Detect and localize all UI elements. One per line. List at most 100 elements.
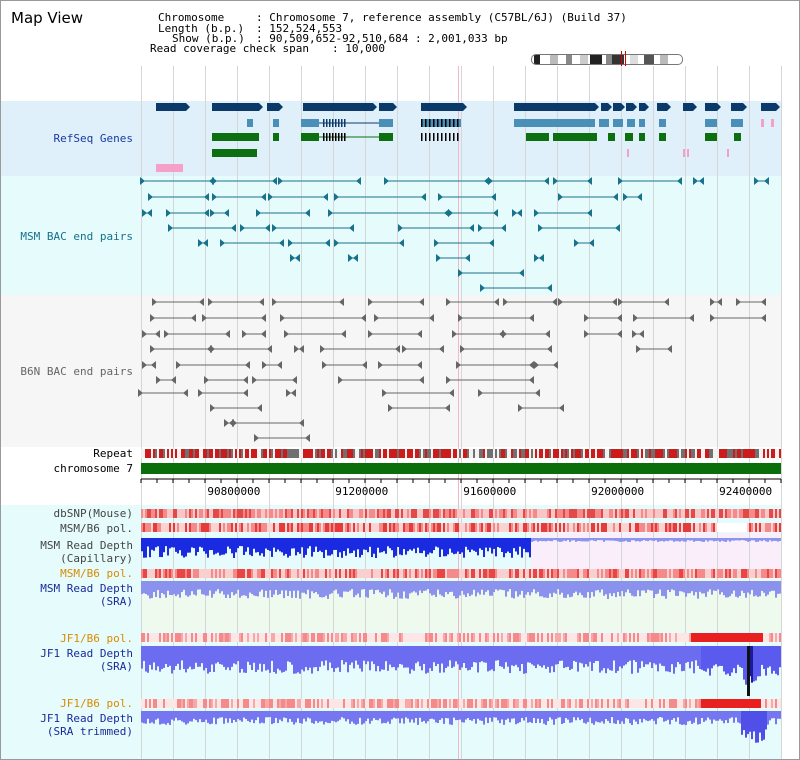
ideogram-position-marker[interactable] (621, 51, 626, 66)
read-depth-bar (191, 581, 193, 592)
read-depth-bar (709, 538, 711, 541)
read-depth-bar (165, 581, 167, 598)
read-depth-bar (679, 711, 681, 725)
read-depth-bar (713, 581, 715, 591)
repeat-element (367, 449, 369, 458)
read-depth-bar (441, 581, 443, 596)
read-depth-bar (763, 711, 765, 740)
polymorphism-cell (559, 523, 561, 532)
repeat-element (183, 449, 185, 458)
polymorphism-cell (181, 509, 183, 518)
repeat-element (679, 449, 681, 458)
polymorphism-cell (281, 523, 283, 532)
polymorphism-cell (221, 509, 223, 518)
polymorphism-cell (653, 569, 655, 578)
polymorphism-cell (377, 699, 379, 708)
read-depth-bar (639, 646, 641, 669)
read-depth-bar (569, 711, 571, 723)
polymorphism-cell (191, 633, 193, 642)
jf1-b6-pol-trim-label[interactable]: JF1/B6 pol. (60, 697, 133, 710)
polymorphism-cell (607, 633, 609, 642)
chromosome-ideogram[interactable] (531, 54, 683, 65)
polymorphism-cell (603, 633, 605, 642)
dbsnp-label[interactable]: dbSNP(Mouse) (53, 507, 133, 520)
polymorphism-cell (347, 509, 349, 518)
read-depth-bar (405, 538, 407, 555)
polymorphism-cell (609, 633, 611, 642)
refseq-genes-label[interactable]: RefSeq Genes (53, 132, 133, 145)
b6n-bac-end-pairs-label[interactable]: B6N BAC end pairs (20, 365, 133, 378)
polymorphism-cell (247, 699, 249, 708)
read-depth-bar (737, 711, 739, 723)
read-depth-bar (573, 538, 575, 541)
msm-bac-end-pairs-label[interactable]: MSM BAC end pairs (20, 230, 133, 243)
read-depth-bar (541, 646, 543, 668)
jf1-read-depth-trim-label[interactable]: JF1 Read Depth (40, 712, 133, 725)
polymorphism-cell (507, 523, 509, 532)
repeat-element (521, 449, 523, 458)
bac-end-arrow (199, 298, 204, 306)
msm-read-depth-sra-label[interactable]: MSM Read Depth (40, 582, 133, 595)
repeat-element (435, 449, 437, 458)
msm-read-depth-capillary-label[interactable]: MSM Read Depth (40, 539, 133, 552)
read-depth-bar (213, 711, 215, 718)
read-depth-bar (549, 538, 551, 541)
repeat-label[interactable]: Repeat (93, 447, 133, 460)
polymorphism-cell (505, 699, 507, 708)
polymorphism-cell (503, 509, 505, 518)
polymorphism-cell (585, 523, 587, 532)
polymorphism-cell (601, 569, 603, 578)
polymorphism-cell (329, 569, 331, 578)
bac-end-arrow (198, 239, 203, 247)
read-depth-bar (691, 581, 693, 592)
read-depth-bar (741, 538, 743, 541)
read-depth-bar (225, 538, 227, 554)
jf1-b6-pol-label[interactable]: JF1/B6 pol. (60, 632, 133, 645)
bac-end-arrow (438, 193, 443, 201)
read-depth-bar (479, 711, 481, 721)
read-depth-bar (683, 581, 685, 593)
polymorphism-cell (625, 509, 627, 518)
polymorphism-cell (459, 523, 461, 532)
read-depth-bar (339, 711, 341, 720)
polymorphism-cell (357, 569, 359, 578)
repeat-element (225, 449, 227, 458)
gene-block (613, 103, 621, 111)
read-depth-bar (459, 538, 461, 555)
read-depth-bar (265, 711, 267, 718)
polymorphism-cell (573, 633, 575, 642)
read-depth-bar (231, 711, 233, 723)
polymorphism-cell (521, 633, 523, 642)
polymorphism-cell (704, 699, 707, 708)
repeat-element (773, 449, 775, 458)
read-depth-bar (161, 646, 163, 670)
repeat-element (669, 449, 671, 458)
read-depth-bar (293, 581, 295, 591)
jf1-read-depth-sra-label[interactable]: JF1 Read Depth (40, 647, 133, 660)
repeat-element (199, 449, 201, 458)
read-depth-bar (329, 581, 331, 595)
read-depth-bar (319, 711, 321, 722)
polymorphism-cell (249, 569, 251, 578)
polymorphism-cell (561, 523, 563, 532)
gene-exon (437, 133, 439, 141)
repeat-element (221, 449, 223, 458)
gene-exon (323, 133, 325, 141)
polymorphism-cell (665, 699, 667, 708)
chromosome-label[interactable]: chromosome 7 (53, 462, 133, 475)
read-depth-bar (621, 646, 623, 669)
read-depth-bar (189, 646, 191, 667)
polymorphism-cell (619, 509, 621, 518)
polymorphism-cell (281, 569, 283, 578)
polymorphism-cell (209, 509, 211, 518)
msm-b6-pol-label[interactable]: MSM/B6 pol. (60, 522, 133, 535)
polymorphism-cell (503, 699, 505, 708)
repeat-element (771, 449, 773, 458)
polymorphism-cell (703, 633, 706, 642)
repeat-element (749, 449, 751, 458)
read-depth-bar (229, 581, 231, 599)
polymorphism-cell (712, 633, 715, 642)
read-depth-bar (165, 646, 167, 664)
msm-b6-pol-sra-label[interactable]: MSM/B6 pol. (60, 567, 133, 580)
polymorphism-cell (153, 569, 155, 578)
